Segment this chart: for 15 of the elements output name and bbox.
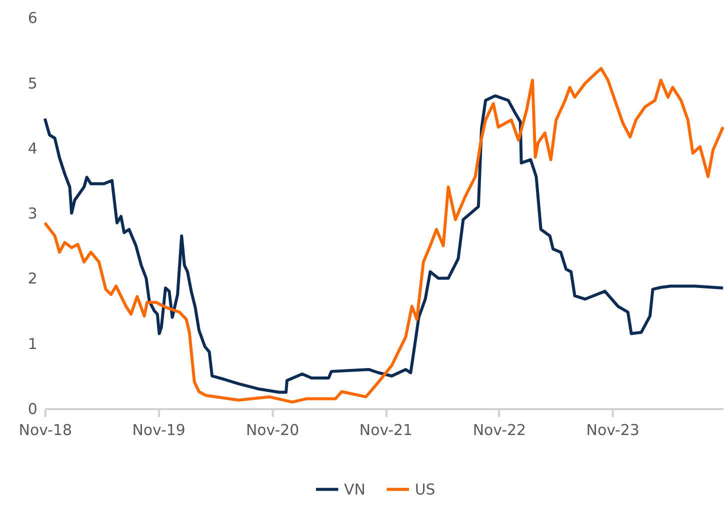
y-tick-label: 4 xyxy=(28,139,38,158)
y-tick-label: 3 xyxy=(28,204,38,223)
y-tick-label: 5 xyxy=(28,74,38,92)
x-tick-label: Nov-19 xyxy=(132,421,186,439)
y-tick-label: 1 xyxy=(28,334,38,353)
y-tick-label: 6 xyxy=(28,9,38,28)
y-tick-label: 2 xyxy=(28,270,38,288)
x-tick-label: Nov-18 xyxy=(18,421,72,439)
legend-label: US xyxy=(414,480,436,498)
legend-label: VN xyxy=(344,480,366,498)
x-tick-label: Nov-23 xyxy=(586,421,640,439)
y-tick-label: 0 xyxy=(28,400,38,418)
x-tick-label: Nov-21 xyxy=(359,421,413,439)
x-tick-label: Nov-20 xyxy=(246,421,300,439)
x-tick-label: Nov-22 xyxy=(472,421,526,439)
